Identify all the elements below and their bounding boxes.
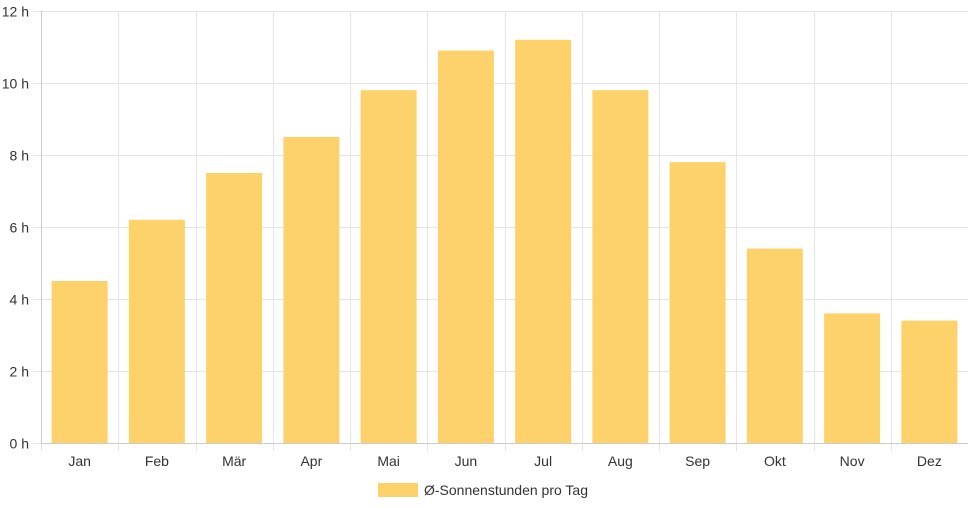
bar-12[interactable] bbox=[901, 320, 958, 443]
bar-10[interactable] bbox=[746, 248, 803, 443]
x-tick-label: Aug bbox=[608, 453, 633, 469]
y-tick-label: 2 h bbox=[10, 364, 29, 380]
x-tick-label: Sep bbox=[685, 453, 710, 469]
y-tick-label: 4 h bbox=[10, 292, 29, 308]
x-tick-label: Nov bbox=[840, 453, 865, 469]
bar-4[interactable] bbox=[283, 137, 340, 443]
bar-1[interactable] bbox=[51, 281, 108, 443]
legend-label: Ø-Sonnenstunden pro Tag bbox=[424, 482, 588, 498]
bar-5[interactable] bbox=[360, 90, 417, 443]
x-tick-label: Mai bbox=[377, 453, 400, 469]
y-tick-label: 12 h bbox=[2, 4, 29, 20]
legend[interactable]: Ø-Sonnenstunden pro Tag bbox=[378, 482, 588, 498]
y-tick-label: 6 h bbox=[10, 220, 29, 236]
y-tick-label: 10 h bbox=[2, 76, 29, 92]
grid-lines bbox=[33, 11, 968, 451]
bar-6[interactable] bbox=[437, 50, 494, 443]
bars bbox=[51, 39, 958, 444]
y-tick-label: 0 h bbox=[10, 436, 29, 452]
legend-swatch bbox=[378, 483, 418, 497]
x-axis-ticks: Jan Feb Mär Apr Mai Jun Jul Aug Sep Okt Nov Dez bbox=[68, 453, 941, 469]
bar-7[interactable] bbox=[515, 39, 572, 444]
bar-2[interactable] bbox=[128, 219, 185, 443]
y-tick-label: 8 h bbox=[10, 148, 29, 164]
bar-8[interactable] bbox=[592, 90, 649, 443]
x-tick-label: Jan bbox=[68, 453, 91, 469]
x-tick-label: Apr bbox=[300, 453, 322, 469]
x-tick-label: Jun bbox=[455, 453, 478, 469]
x-tick-label: Mär bbox=[222, 453, 246, 469]
y-axis-ticks: 0 h 2 h 4 h 6 h 8 h 10 h 12 h bbox=[2, 4, 29, 452]
x-tick-label: Dez bbox=[917, 453, 942, 469]
bar-9[interactable] bbox=[669, 162, 726, 443]
x-tick-label: Jul bbox=[534, 453, 552, 469]
x-tick-label: Feb bbox=[145, 453, 169, 469]
bar-3[interactable] bbox=[206, 173, 263, 443]
bar-11[interactable] bbox=[824, 313, 881, 443]
x-tick-label: Okt bbox=[764, 453, 786, 469]
axes bbox=[41, 11, 968, 444]
